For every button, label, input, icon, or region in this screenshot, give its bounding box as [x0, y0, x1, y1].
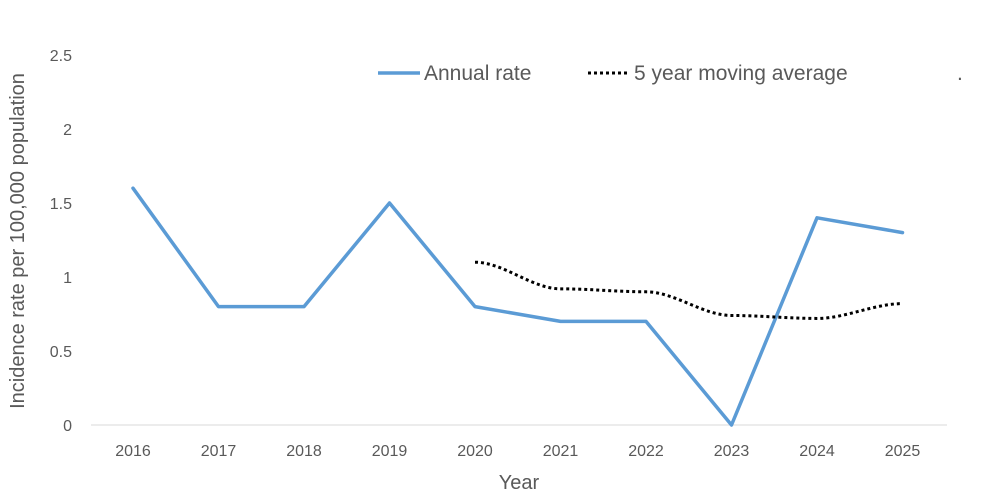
- x-axis-ticks: 2016 2017 2018 2019 2020 2021 2022 2023 2024 2025: [115, 443, 920, 460]
- x-tick-label: 2021: [543, 443, 579, 460]
- series-line-annual-rate: [131, 186, 905, 427]
- legend-label-annual-rate: Annual rate: [424, 62, 531, 85]
- legend-label-moving-average: 5 year moving average: [634, 62, 848, 85]
- x-tick-label: 2017: [201, 443, 237, 460]
- y-tick-label: 2.5: [50, 48, 72, 65]
- x-tick-label: 2018: [286, 443, 322, 460]
- y-tick-label: 2: [63, 122, 72, 139]
- x-tick-label: 2023: [714, 443, 750, 460]
- x-tick-label: 2025: [885, 443, 921, 460]
- series-line-moving-average: [474, 260, 903, 320]
- y-tick-label: 0: [63, 418, 72, 435]
- series-layer: [131, 186, 905, 427]
- x-tick-label: 2020: [457, 443, 493, 460]
- y-axis-ticks: 0 0.5 1 1.5 2 2.5: [50, 48, 72, 435]
- y-axis-title: Incidence rate per 100,000 population: [7, 73, 29, 409]
- x-axis-title: Year: [499, 472, 540, 494]
- x-tick-label: 2019: [372, 443, 408, 460]
- legend-extra-mark: .: [957, 62, 963, 85]
- x-tick-label: 2024: [799, 443, 835, 460]
- x-tick-label: 2016: [115, 443, 151, 460]
- y-tick-label: 1: [63, 270, 72, 287]
- y-tick-label: 1.5: [50, 196, 72, 213]
- x-tick-label: 2022: [628, 443, 664, 460]
- y-tick-label: 0.5: [50, 344, 72, 361]
- legend: Annual rate 5 year moving average .: [378, 62, 963, 85]
